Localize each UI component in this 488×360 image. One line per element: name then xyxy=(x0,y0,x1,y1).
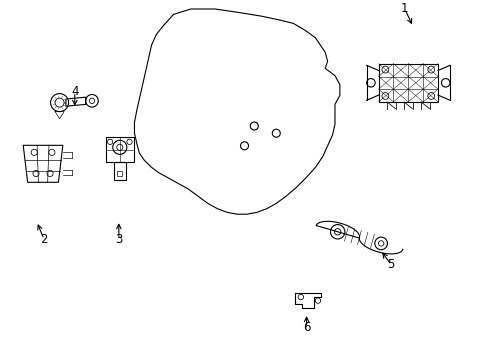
Text: 4: 4 xyxy=(71,85,79,98)
Text: 5: 5 xyxy=(386,258,394,271)
Text: 6: 6 xyxy=(302,321,310,334)
Text: 1: 1 xyxy=(400,3,408,15)
Text: 3: 3 xyxy=(115,233,122,246)
Text: 2: 2 xyxy=(40,233,48,246)
